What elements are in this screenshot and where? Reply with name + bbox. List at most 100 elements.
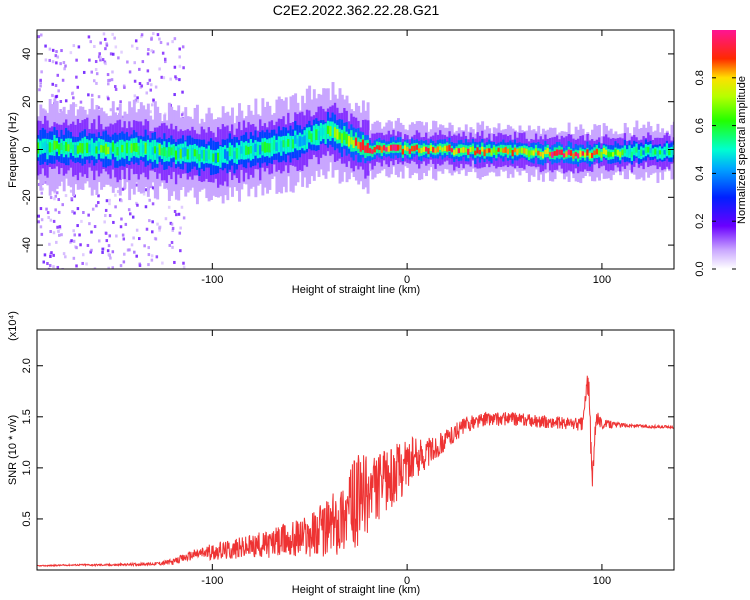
heatmap-speckle: [115, 234, 118, 238]
heatmap-cell: [350, 137, 354, 145]
heatmap-speckle: [49, 196, 53, 200]
heatmap-cell: [651, 149, 655, 156]
heatmap-cell: [432, 146, 435, 153]
heatmap-speckle: [46, 262, 49, 266]
heatmap-speckle: [138, 262, 142, 266]
heatmap-speckle: [140, 33, 144, 37]
heatmap-speckle: [79, 243, 82, 247]
heatmap-cell: [324, 128, 328, 140]
heatmap-cell: [525, 148, 529, 155]
heatmap-cell: [366, 142, 370, 154]
heatmap-cell: [88, 144, 92, 153]
heatmap-speckle: [171, 228, 175, 232]
heatmap-speckle: [124, 222, 128, 226]
heatmap-speckle: [171, 226, 175, 230]
heatmap-cell: [90, 143, 94, 151]
heatmap-cell: [441, 147, 445, 152]
heatmap-speckle: [148, 198, 151, 202]
heatmap-speckle: [93, 44, 96, 48]
heatmap-cell: [146, 145, 150, 155]
heatmap-speckle: [72, 239, 76, 243]
heatmap-cell: [623, 148, 627, 154]
heatmap-cell: [198, 154, 202, 162]
heatmap-speckle: [51, 82, 54, 86]
heatmap-speckle: [138, 67, 141, 71]
heatmap-speckle: [80, 219, 83, 223]
heatmap-speckle: [122, 260, 126, 264]
heatmap-speckle: [135, 46, 139, 50]
heatmap-cell: [415, 144, 419, 150]
heatmap-speckle: [133, 61, 136, 65]
heatmap-speckle: [71, 210, 74, 214]
heatmap-speckle: [91, 207, 95, 211]
heatmap-cell: [609, 152, 613, 157]
heatmap-speckle: [58, 233, 61, 237]
heatmap-speckle: [97, 55, 101, 59]
heatmap-cell: [392, 144, 396, 151]
heatmap-speckle: [147, 253, 151, 257]
heatmap-speckle: [142, 192, 146, 196]
heatmap-cell: [163, 146, 167, 157]
heatmap-speckle: [104, 208, 108, 212]
heatmap-cell: [626, 150, 630, 157]
heatmap-speckle: [51, 48, 55, 52]
heatmap-speckle: [55, 240, 58, 244]
heatmap-speckle: [173, 260, 176, 264]
heatmap-speckle: [133, 79, 137, 83]
heatmap-cell: [188, 148, 192, 160]
heatmap-cell: [474, 150, 478, 156]
heatmap-cell: [104, 143, 108, 155]
heatmap-speckle: [166, 42, 170, 46]
heatmap-speckle: [56, 73, 60, 77]
heatmap-speckle: [70, 196, 73, 200]
heatmap-speckle: [70, 239, 73, 243]
heatmap-speckle: [56, 55, 60, 59]
heatmap-speckle: [164, 60, 167, 64]
heatmap-speckle: [152, 32, 155, 36]
heatmap-speckle: [45, 207, 48, 211]
heatmap-speckle: [103, 60, 107, 64]
heatmap-speckle: [72, 96, 75, 100]
heatmap-speckle: [44, 44, 47, 48]
heatmap-cell: [81, 143, 85, 154]
heatmap-speckle: [90, 230, 93, 234]
heatmap-cell: [284, 141, 288, 149]
heatmap-cell: [123, 145, 127, 155]
heatmap-speckle: [169, 77, 172, 81]
heatmap-speckle: [88, 222, 91, 226]
heatmap-speckle: [134, 39, 138, 43]
heatmap-cell: [195, 150, 199, 159]
heatmap-speckle: [138, 82, 142, 86]
heatmap-speckle: [156, 222, 159, 226]
heatmap-speckle: [158, 228, 161, 232]
heatmap-speckle: [64, 194, 68, 198]
heatmap-cell: [373, 146, 377, 153]
heatmap-cell: [298, 136, 302, 147]
heatmap-speckle: [111, 70, 114, 74]
heatmap-speckle: [147, 263, 150, 267]
heatmap-speckle: [41, 187, 44, 191]
heatmap-cell: [385, 147, 389, 152]
heatmap-speckle: [173, 37, 177, 41]
heatmap-cell: [186, 149, 190, 160]
heatmap-speckle: [72, 44, 76, 48]
heatmap-cell: [537, 150, 541, 156]
heatmap-cell: [495, 149, 499, 155]
heatmap-speckle: [75, 246, 78, 250]
heatmap-speckle: [159, 41, 163, 45]
heatmap-cell: [231, 147, 234, 157]
heatmap-cell: [462, 147, 466, 153]
heatmap-speckle: [38, 183, 41, 187]
heatmap-speckle: [160, 75, 163, 79]
colorbar-tick-label: 0.8: [694, 70, 706, 85]
heatmap-speckle: [128, 212, 132, 216]
heatmap-cell: [572, 153, 576, 159]
heatmap-speckle: [110, 78, 114, 82]
heatmap-cell: [238, 147, 241, 158]
heatmap-speckle: [93, 225, 97, 229]
heatmap-speckle: [51, 94, 54, 98]
heatmap-cell: [581, 151, 585, 156]
heatmap-cell: [116, 147, 120, 156]
heatmap-speckle: [178, 78, 181, 82]
heatmap-speckle: [174, 75, 177, 79]
